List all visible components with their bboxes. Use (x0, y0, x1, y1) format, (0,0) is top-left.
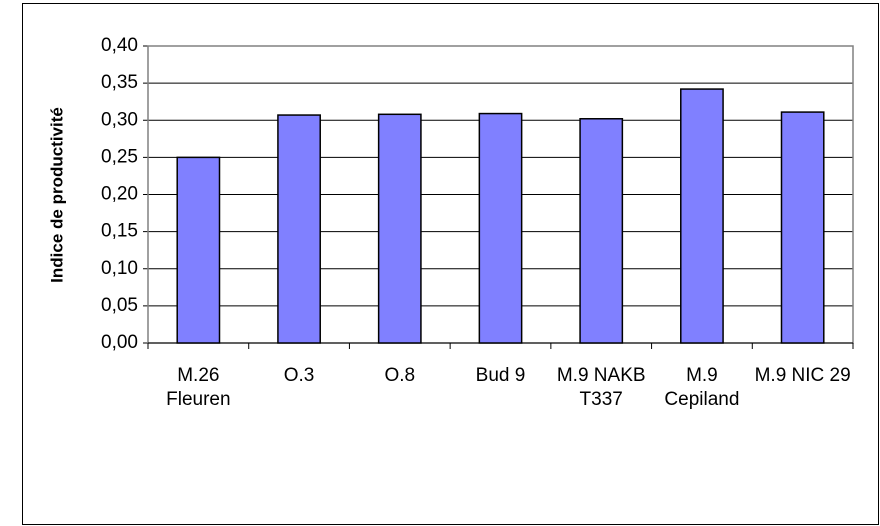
y-axis-label: Indice de productivité (47, 107, 66, 283)
bar (579, 118, 624, 344)
y-tick-label: 0,40 (101, 35, 138, 56)
y-tick-label: 0,15 (101, 221, 138, 242)
x-tick-label: Bud 9 (475, 365, 526, 386)
y-tick-label: 0,30 (101, 109, 138, 130)
chart-border (22, 3, 879, 525)
x-tick-label: O.8 (384, 365, 416, 386)
bar (478, 112, 523, 344)
x-tick-label: O.3 (283, 365, 315, 386)
y-tick-label: 0,00 (101, 332, 138, 353)
bar (277, 114, 321, 344)
y-tick-label: 0,10 (101, 258, 138, 279)
x-tick-label: M.9 Cepiland (664, 365, 740, 410)
y-tick-label: 0,25 (101, 146, 138, 167)
y-tick-label: 0,20 (101, 184, 138, 205)
x-tick-label: M.26 Fleuren (166, 365, 231, 410)
y-tick-label: 0,05 (101, 295, 138, 316)
y-tick-label: 0,35 (101, 72, 138, 93)
bar (377, 113, 422, 344)
bar (176, 156, 221, 344)
bar (780, 111, 825, 344)
x-tick-label: M.9 NAKB T337 (556, 365, 646, 410)
x-tick-label: M.9 NIC 29 (754, 365, 851, 386)
bar (680, 88, 724, 344)
